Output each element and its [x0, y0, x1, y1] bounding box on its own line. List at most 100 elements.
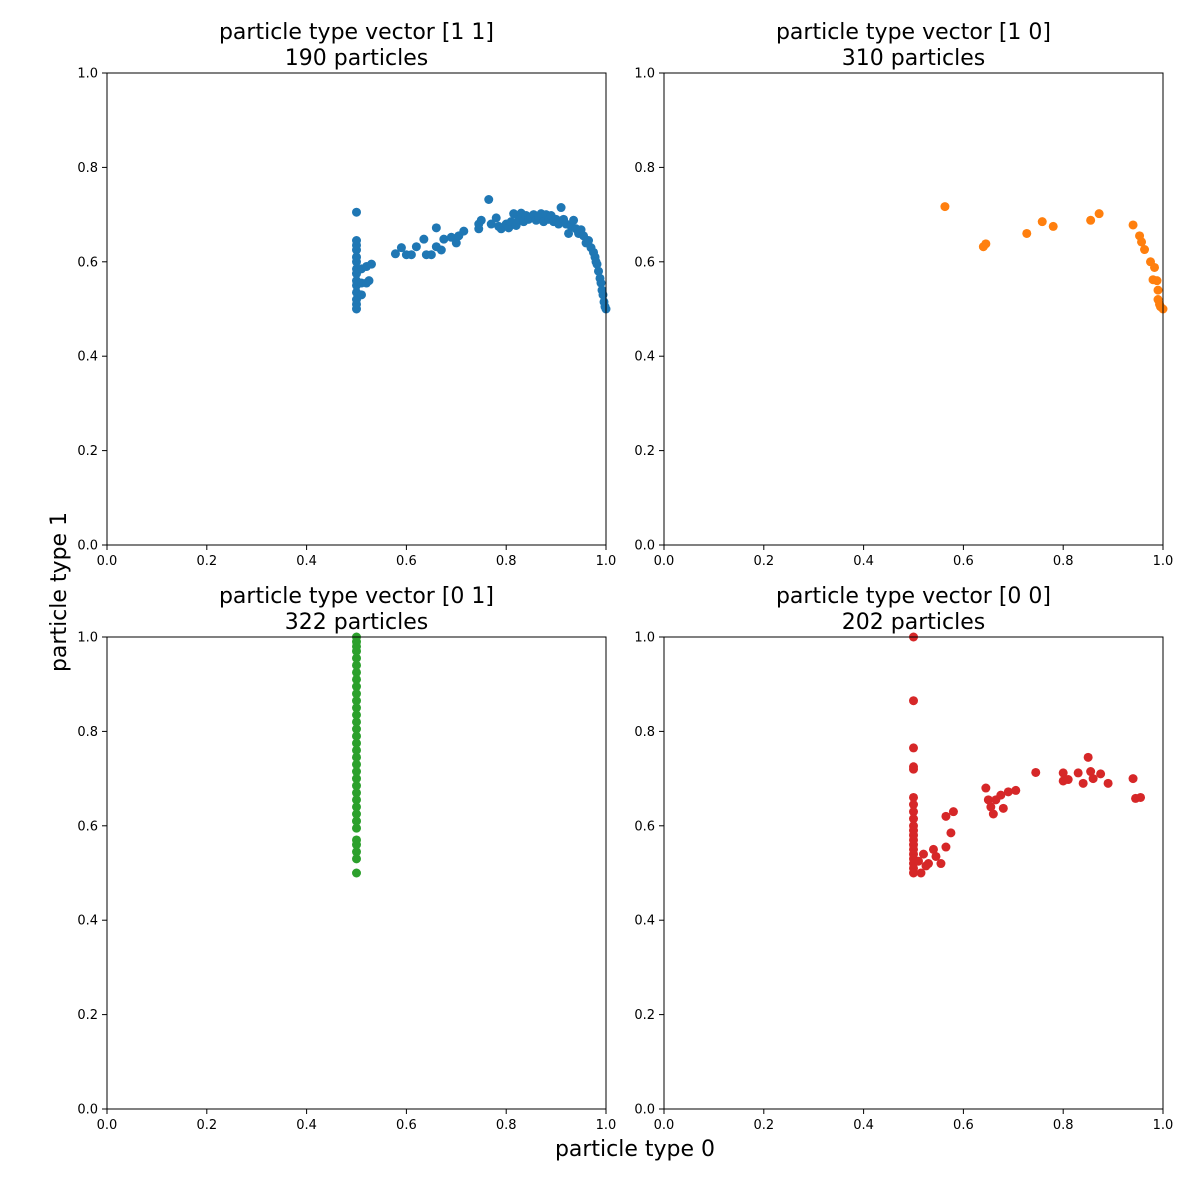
data-point	[936, 859, 946, 869]
plot-frame	[663, 636, 1164, 1110]
data-point	[909, 696, 918, 706]
data-point	[484, 194, 494, 204]
x-tick-label: 0.6	[953, 554, 974, 569]
data-point	[909, 800, 918, 810]
data-point	[1094, 209, 1104, 219]
data-point	[946, 828, 956, 838]
y-tick-label: 0.2	[77, 444, 98, 459]
x-tick-label: 0.8	[496, 554, 517, 569]
y-tick-label: 0.8	[77, 725, 98, 740]
subplot-2: particle type vector [1 0]310 particles 0…	[634, 20, 1173, 569]
data-point	[476, 215, 486, 225]
data-point	[352, 682, 361, 692]
y-tick-label: 0.0	[77, 539, 98, 554]
data-point	[909, 743, 918, 753]
data-point	[1063, 775, 1073, 785]
x-tick-label: 0.8	[496, 1118, 517, 1133]
subplot-3: particle type vector [0 1]322 particles 0…	[77, 584, 616, 1133]
y-axis-label: particle type 1	[47, 512, 72, 672]
data-point	[948, 807, 958, 817]
y-tick-label: 0.0	[634, 1103, 655, 1118]
plot-frame	[106, 636, 607, 1110]
data-point	[923, 859, 933, 869]
data-point	[1136, 792, 1146, 802]
x-tick-label: 0.6	[396, 1118, 417, 1133]
data-point	[986, 802, 996, 812]
data-point	[366, 259, 376, 269]
data-point	[352, 738, 361, 748]
y-tick-label: 0.2	[77, 1008, 98, 1023]
data-point	[1153, 285, 1163, 295]
data-point	[486, 219, 496, 229]
data-point	[1031, 767, 1041, 777]
data-point	[352, 854, 361, 864]
data-point	[1152, 276, 1162, 286]
data-point	[352, 795, 361, 805]
data-point	[1078, 778, 1088, 788]
data-point	[352, 667, 361, 677]
x-tick-label: 0.4	[853, 1118, 874, 1133]
y-tick-label: 1.0	[77, 67, 98, 82]
x-tick-label: 1.0	[1153, 1118, 1174, 1133]
subplot-title: particle type vector [0 1]	[219, 584, 494, 609]
scatter-series	[352, 194, 611, 314]
y-tick-label: 0.8	[77, 161, 98, 176]
x-tick-label: 1.0	[1153, 554, 1174, 569]
data-point	[928, 844, 938, 854]
data-point	[352, 731, 361, 741]
data-point	[474, 224, 484, 234]
data-point	[998, 803, 1008, 813]
data-point	[352, 660, 361, 670]
x-tick-label: 0.2	[753, 1118, 774, 1133]
y-tick-label: 0.0	[634, 539, 655, 554]
x-tick-label: 0.2	[196, 1118, 217, 1133]
data-point	[1083, 752, 1093, 762]
y-tick-label: 0.2	[634, 444, 655, 459]
x-tick-label: 0.6	[396, 554, 417, 569]
data-point	[426, 250, 436, 260]
data-point	[1088, 774, 1098, 784]
data-point	[352, 788, 361, 798]
data-point	[1073, 768, 1083, 778]
y-tick-label: 0.0	[77, 1103, 98, 1118]
data-point	[1128, 774, 1138, 784]
plot-frame	[663, 72, 1164, 546]
data-point	[491, 213, 501, 223]
subplot-title: particle type vector [0 0]	[776, 584, 1051, 609]
data-point	[356, 290, 366, 300]
data-point	[556, 203, 566, 213]
y-tick-label: 0.8	[634, 725, 655, 740]
data-point	[1003, 787, 1013, 797]
data-point	[1011, 785, 1021, 795]
data-point	[352, 774, 361, 784]
data-point	[459, 226, 469, 236]
y-tick-label: 0.6	[634, 255, 655, 270]
data-point	[436, 245, 446, 255]
data-point	[352, 724, 361, 734]
data-point	[352, 745, 361, 755]
data-point	[584, 236, 594, 246]
x-tick-label: 0.4	[296, 1118, 317, 1133]
x-tick-label: 0.4	[853, 554, 874, 569]
x-tick-label: 0.8	[1053, 554, 1074, 569]
data-point	[909, 792, 918, 802]
data-point	[981, 239, 991, 249]
data-point	[352, 674, 361, 684]
x-tick-label: 0.2	[196, 554, 217, 569]
data-point	[1140, 245, 1150, 255]
plot-frame	[106, 72, 607, 546]
data-point	[352, 835, 361, 845]
x-tick-label: 0.6	[953, 1118, 974, 1133]
data-point	[916, 868, 926, 878]
data-point	[569, 215, 579, 225]
y-tick-label: 0.2	[634, 1008, 655, 1023]
data-point	[431, 223, 441, 233]
data-point	[406, 250, 416, 260]
data-point	[352, 816, 361, 826]
data-point	[352, 802, 361, 812]
data-point	[352, 696, 361, 706]
x-tick-label: 0.8	[1053, 1118, 1074, 1133]
data-point	[352, 717, 361, 727]
y-tick-label: 0.4	[634, 914, 655, 929]
